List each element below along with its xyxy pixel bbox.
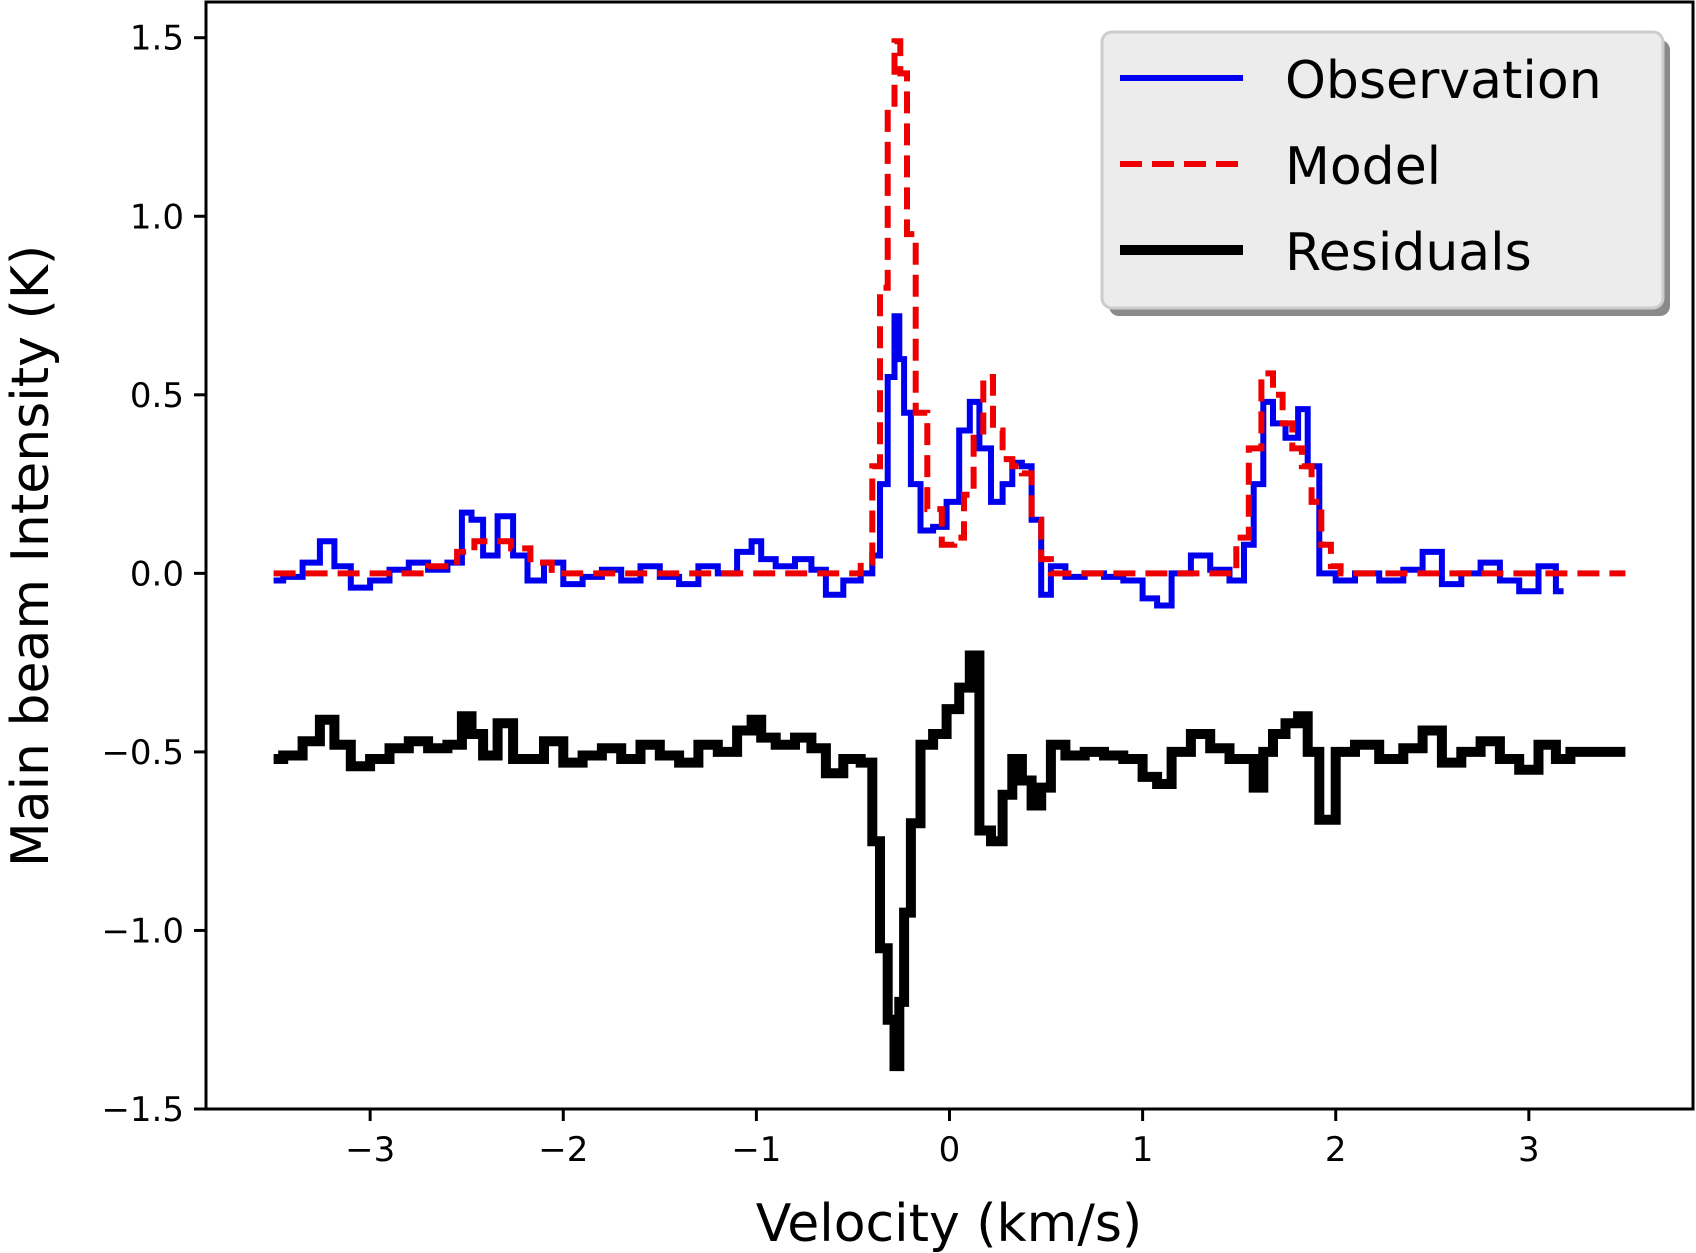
y-tick-label: −1.0 — [101, 911, 184, 951]
legend-label-model: Model — [1285, 137, 1441, 197]
legend: Observation Model Residuals — [1100, 30, 1670, 316]
x-tick-label: 1 — [1132, 1130, 1154, 1170]
y-axis-label: Main beam Intensity (K) — [1, 245, 61, 867]
legend-box — [1100, 30, 1665, 310]
x-axis-label: Velocity (km/s) — [756, 1194, 1142, 1253]
ticks-layer: −3 −2 −1 0 1 2 3 −1.5 −1.0 −0.5 0.0 0.5 1.0 1.5 — [101, 19, 1539, 1170]
series-layer — [273, 38, 1626, 1072]
y-tick-label: −0.5 — [101, 733, 184, 773]
y-tick-label: 0.0 — [130, 554, 184, 594]
y-tick-label: −1.5 — [101, 1090, 184, 1130]
x-tick-label: −1 — [731, 1130, 781, 1170]
x-tick-label: −3 — [345, 1130, 395, 1170]
series-line-model — [273, 38, 1626, 577]
x-tick-label: −2 — [538, 1130, 588, 1170]
x-tick-label: 2 — [1325, 1130, 1347, 1170]
y-tick-label: 1.0 — [130, 197, 184, 237]
legend-label-observation: Observation — [1285, 51, 1602, 111]
legend-label-residuals: Residuals — [1285, 223, 1532, 283]
x-tick-label: 0 — [939, 1130, 961, 1170]
series-line-residuals — [273, 650, 1626, 1072]
series-line-observation — [273, 313, 1564, 609]
y-tick-label: 0.5 — [130, 376, 184, 416]
x-tick-label: 3 — [1518, 1130, 1540, 1170]
y-tick-label: 1.5 — [130, 19, 184, 59]
